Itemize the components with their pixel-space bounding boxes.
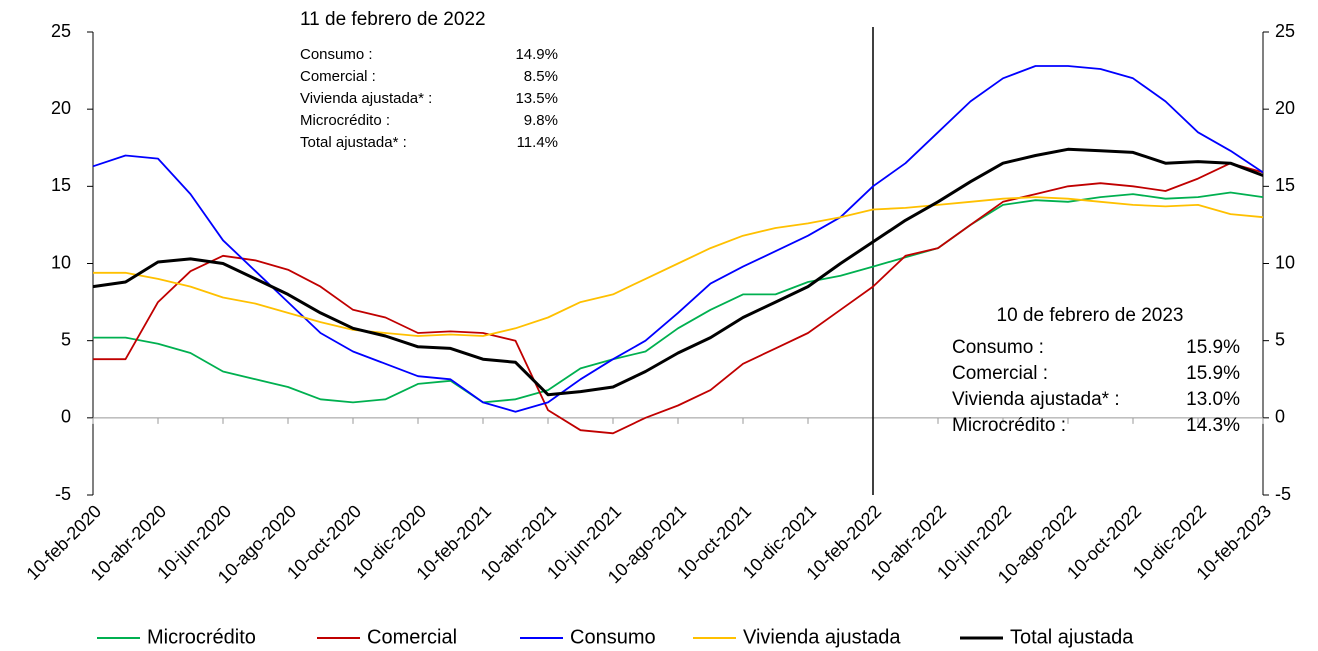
- y2-tick-label: 0: [1275, 407, 1285, 427]
- y-tick-label: 0: [61, 407, 71, 427]
- series-line: [93, 191, 1264, 404]
- annotation-value: 14.3%: [1186, 415, 1240, 436]
- annotation-label: Comercial :: [952, 363, 1048, 384]
- annotation-value: 15.9%: [1186, 337, 1240, 358]
- series-line: [92, 65, 1264, 413]
- annotation-label: Microcrédito :: [952, 415, 1066, 436]
- annotation-label: Vivienda ajustada* :: [952, 389, 1120, 410]
- y-tick-label: 10: [51, 252, 71, 272]
- annotation-value: 15.9%: [1186, 363, 1240, 384]
- legend-label: Vivienda ajustada: [743, 626, 901, 648]
- annotation-label: Comercial :: [300, 68, 376, 85]
- y2-tick-label: 15: [1275, 175, 1295, 195]
- series-line: [92, 147, 1264, 397]
- y2-tick-label: -5: [1275, 484, 1291, 504]
- y-tick-label: 25: [51, 21, 71, 41]
- y2-tick-label: 5: [1275, 329, 1285, 349]
- y-tick-label: 5: [61, 329, 71, 349]
- annotation-value: 13.5%: [515, 90, 558, 107]
- annotation-label: Consumo :: [952, 337, 1044, 358]
- y2-tick-label: 10: [1275, 252, 1295, 272]
- annotation-label: Microcrédito :: [300, 112, 390, 129]
- annotation-label: Vivienda ajustada* :: [300, 90, 432, 107]
- annotation-value: 13.0%: [1186, 389, 1240, 410]
- annotation-label: Consumo :: [300, 46, 373, 63]
- y-tick-label: 15: [51, 175, 71, 195]
- annotation-value: 9.8%: [524, 112, 558, 129]
- series-line: [93, 196, 1264, 337]
- y2-tick-label: 25: [1275, 21, 1295, 41]
- annotation-value: 14.9%: [515, 46, 558, 63]
- legend-label: Microcrédito: [147, 626, 256, 648]
- series-line: [93, 162, 1264, 435]
- annotation-title: 10 de febrero de 2023: [997, 305, 1184, 326]
- y-tick-label: -5: [55, 484, 71, 504]
- legend-label: Consumo: [570, 626, 656, 648]
- y-tick-label: 20: [51, 98, 71, 118]
- legend-label: Comercial: [367, 626, 457, 648]
- annotation-value: 11.4%: [517, 134, 558, 151]
- annotation-title: 11 de febrero de 2022: [300, 9, 486, 30]
- legend-label: Total ajustada: [1010, 626, 1134, 648]
- annotation-value: 8.5%: [524, 68, 558, 85]
- y2-tick-label: 20: [1275, 98, 1295, 118]
- annotation-label: Total ajustada* :: [300, 134, 407, 151]
